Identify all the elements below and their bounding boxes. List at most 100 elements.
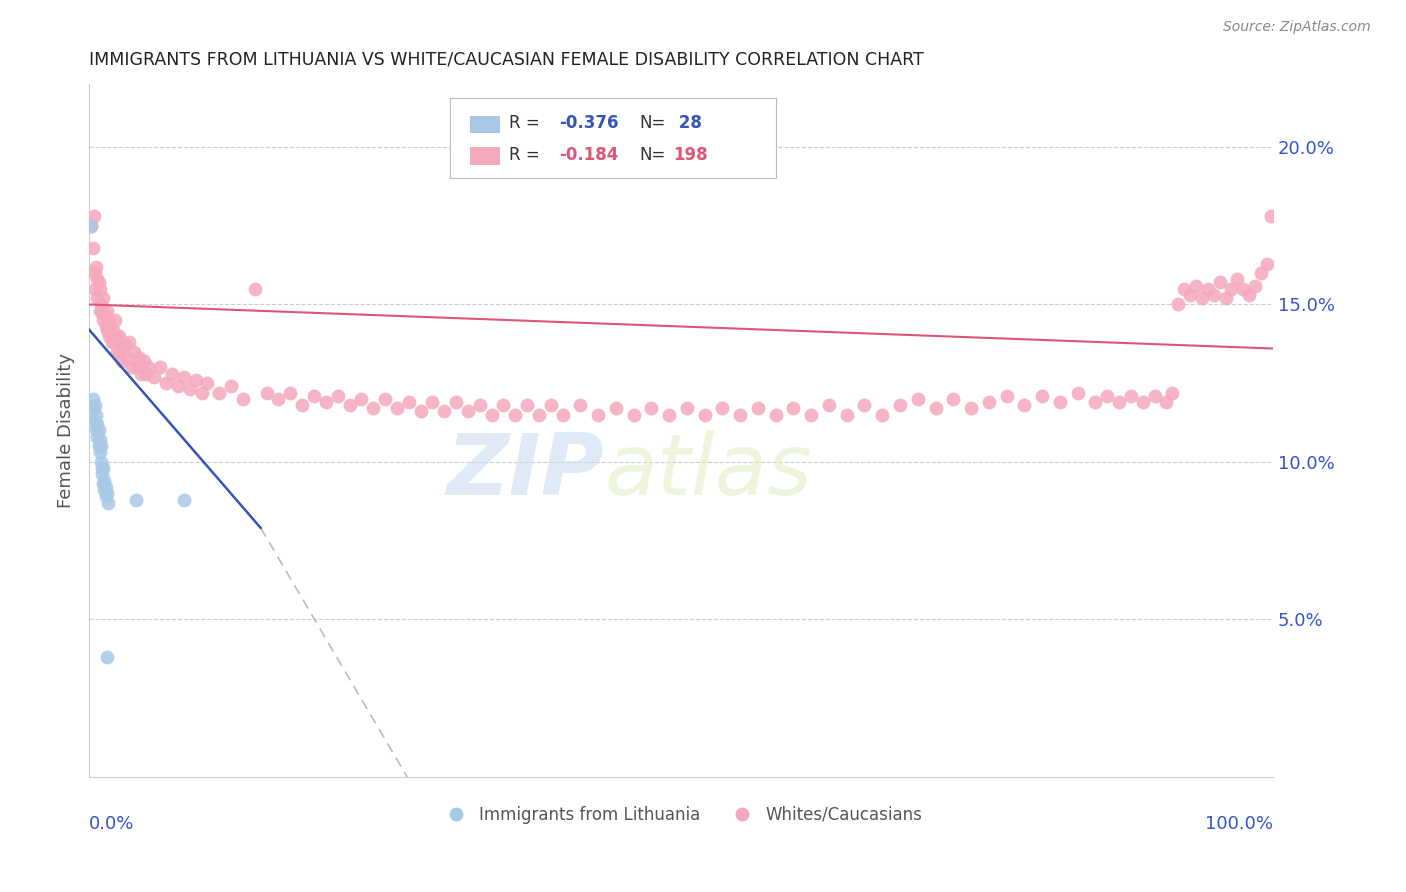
Point xyxy=(155,376,177,391)
Point xyxy=(1066,385,1088,400)
Point xyxy=(149,360,172,375)
Point xyxy=(91,467,114,482)
Point xyxy=(1250,266,1272,280)
Point xyxy=(87,423,110,437)
Point xyxy=(492,398,515,412)
Point xyxy=(818,398,841,412)
Point xyxy=(91,303,114,318)
Point xyxy=(83,401,105,416)
Point xyxy=(87,276,110,290)
Point xyxy=(107,344,129,359)
Text: IMMIGRANTS FROM LITHUANIA VS WHITE/CAUCASIAN FEMALE DISABILITY CORRELATION CHART: IMMIGRANTS FROM LITHUANIA VS WHITE/CAUCA… xyxy=(89,51,924,69)
Point xyxy=(84,408,107,422)
Point xyxy=(104,313,127,327)
Point xyxy=(1226,272,1249,286)
Point xyxy=(118,335,141,350)
Point xyxy=(800,408,823,422)
Point xyxy=(96,323,118,337)
Point xyxy=(122,344,145,359)
Point xyxy=(278,385,301,400)
Point xyxy=(166,379,188,393)
Point xyxy=(1220,282,1243,296)
Point xyxy=(96,486,118,500)
Point xyxy=(184,373,207,387)
Point xyxy=(103,335,125,350)
Point xyxy=(1167,297,1189,311)
Point xyxy=(1215,291,1237,305)
Point xyxy=(208,385,231,400)
Point xyxy=(1084,395,1107,409)
Point xyxy=(676,401,699,416)
Point xyxy=(100,319,122,334)
Point xyxy=(110,335,132,350)
Point xyxy=(91,291,114,305)
Point xyxy=(527,408,550,422)
Point xyxy=(1119,389,1142,403)
Point xyxy=(121,360,143,375)
Point xyxy=(481,408,503,422)
Point xyxy=(960,401,983,416)
Point xyxy=(84,282,107,296)
Text: ZIP: ZIP xyxy=(447,431,605,514)
Point xyxy=(128,351,150,365)
Point xyxy=(190,385,212,400)
Point xyxy=(350,392,373,406)
Point xyxy=(1108,395,1130,409)
Text: 28: 28 xyxy=(672,114,702,132)
Point xyxy=(551,408,574,422)
Point xyxy=(623,408,645,422)
Point xyxy=(91,461,114,475)
Point xyxy=(889,398,911,412)
Point xyxy=(1014,398,1036,412)
Point xyxy=(326,389,349,403)
Point xyxy=(605,401,627,416)
Point xyxy=(1132,395,1154,409)
Point xyxy=(1191,291,1213,305)
Point xyxy=(728,408,751,422)
Point xyxy=(93,474,115,488)
Point xyxy=(711,401,734,416)
Point xyxy=(1156,395,1178,409)
Point xyxy=(232,392,254,406)
Point xyxy=(94,480,117,494)
Point xyxy=(765,408,787,422)
Point xyxy=(1244,278,1267,293)
Point xyxy=(995,389,1018,403)
Point xyxy=(96,303,118,318)
Point xyxy=(640,401,662,416)
Text: Source: ZipAtlas.com: Source: ZipAtlas.com xyxy=(1223,20,1371,34)
Point xyxy=(84,260,107,274)
Point xyxy=(422,395,444,409)
Point xyxy=(125,492,148,507)
Point xyxy=(96,650,118,665)
Point xyxy=(108,344,131,359)
Point xyxy=(924,401,946,416)
Point xyxy=(136,360,159,375)
Point xyxy=(339,398,361,412)
Point xyxy=(84,266,107,280)
Point xyxy=(100,335,122,350)
Point xyxy=(83,210,105,224)
Point xyxy=(1173,282,1195,296)
Point xyxy=(468,398,491,412)
Point xyxy=(173,492,195,507)
Point xyxy=(90,439,112,453)
Point xyxy=(1232,282,1254,296)
Point xyxy=(111,354,134,368)
Point xyxy=(398,395,420,409)
Point xyxy=(86,430,108,444)
Point xyxy=(516,398,538,412)
Point xyxy=(160,367,183,381)
Y-axis label: Female Disability: Female Disability xyxy=(58,353,75,508)
Point xyxy=(267,392,290,406)
Point xyxy=(86,272,108,286)
Point xyxy=(1185,278,1208,293)
Text: R =: R = xyxy=(509,145,546,164)
Point xyxy=(747,401,769,416)
Point xyxy=(1260,210,1282,224)
Point xyxy=(219,379,242,393)
Point xyxy=(457,404,479,418)
Text: 198: 198 xyxy=(672,145,707,164)
Point xyxy=(1143,389,1166,403)
Point xyxy=(569,398,592,412)
